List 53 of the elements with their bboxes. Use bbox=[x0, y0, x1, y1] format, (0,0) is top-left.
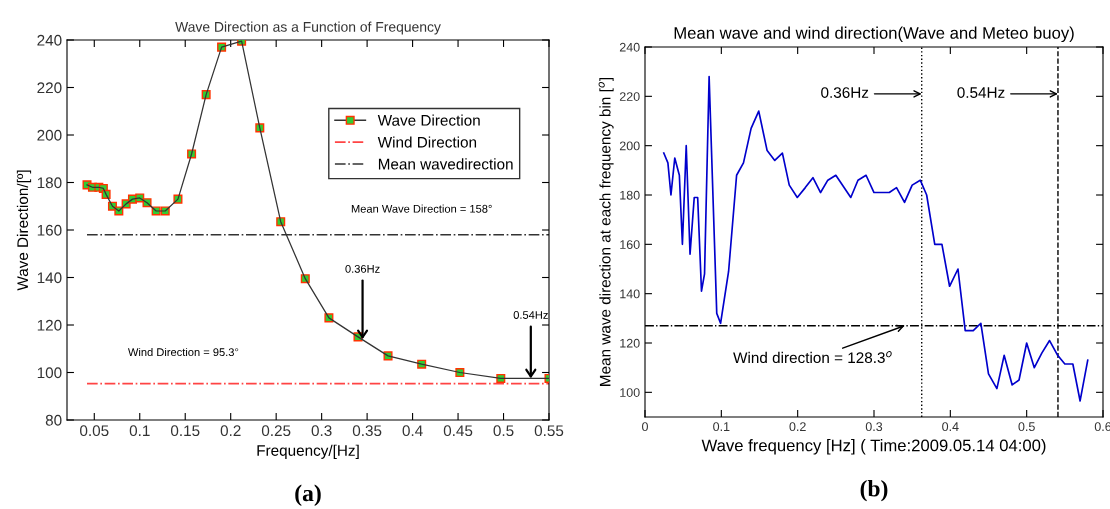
y-axis-title: Mean wave direction at each frequency bin [$^{o}$] bbox=[598, 77, 614, 386]
x-tick-label: 0.2 bbox=[220, 425, 241, 437]
text: (a) bbox=[295, 484, 321, 507]
y-tick-label: 200 bbox=[619, 141, 640, 151]
y-tick-label: 180 bbox=[37, 177, 62, 189]
y-tick-label: 220 bbox=[619, 92, 640, 101]
y-tick-label: 100 bbox=[620, 388, 640, 397]
line-series bbox=[662, 75, 1089, 402]
y-tick-label: 140 bbox=[620, 289, 640, 299]
y-tick-label: 160 bbox=[620, 240, 640, 249]
y-tick-label: 240 bbox=[37, 34, 62, 46]
y-tick-label: 220 bbox=[37, 82, 62, 94]
x-tick-label: 0.55 bbox=[534, 425, 564, 437]
x-tick-label: 0.25 bbox=[261, 425, 291, 437]
annotation: 0.36Hz bbox=[821, 87, 869, 98]
annotation: 0.36Hz bbox=[345, 264, 380, 273]
y-tick-label: 80 bbox=[45, 414, 62, 426]
y-tick-label: 160 bbox=[37, 224, 62, 236]
x-tick-label: 0.15 bbox=[170, 425, 200, 437]
legend-label: Wind Direction bbox=[377, 136, 477, 148]
annotation: Wind direction = 128.3$^{o}$ bbox=[733, 351, 892, 364]
x-tick-label: 0.4 bbox=[402, 425, 423, 437]
chart-title: Mean wave and wind direction(Wave and Meteo buoy) bbox=[674, 26, 1074, 43]
x-tick-label: 0.1 bbox=[713, 422, 730, 432]
y-tick-label: 180 bbox=[620, 190, 640, 200]
y-axis-title: Wave Direction/[º] bbox=[16, 170, 32, 291]
annotation: 0.54Hz bbox=[957, 87, 1005, 98]
x-axis-title: Wave frequency [Hz] ( Time:2009.05.14 04:00) bbox=[701, 439, 1046, 455]
annotation: 0.54Hz bbox=[513, 311, 548, 319]
chart-title: Wave Direction as a Function of Frequency bbox=[175, 21, 441, 35]
annotation: Mean Wave Direction = 158° bbox=[351, 204, 492, 213]
text: (b) bbox=[860, 479, 888, 502]
y-tick-label: 120 bbox=[620, 338, 640, 348]
x-tick-label: 0 bbox=[642, 422, 648, 432]
x-tick-label: 0.5 bbox=[1018, 422, 1035, 432]
x-tick-label: 0.3 bbox=[311, 425, 332, 437]
x-tick-label: 0.4 bbox=[942, 422, 959, 432]
x-tick-label: 0.5 bbox=[493, 425, 514, 437]
x-tick-label: 0.1 bbox=[129, 425, 150, 437]
x-axis-title: Frequency/[Hz] bbox=[257, 444, 359, 459]
y-tick-label: 120 bbox=[37, 319, 62, 331]
y-tick-label: 240 bbox=[619, 42, 640, 52]
x-tick-label: 0.35 bbox=[352, 425, 382, 437]
x-tick-label: 0.05 bbox=[80, 425, 109, 437]
annotation: Wind Direction = 95.3° bbox=[127, 347, 239, 357]
x-tick-label: 0.2 bbox=[789, 422, 806, 432]
x-tick-label: 0.45 bbox=[443, 425, 473, 437]
x-tick-label: 0.3 bbox=[865, 422, 883, 432]
y-tick-label: 140 bbox=[37, 272, 62, 284]
legend-label: Wave Direction bbox=[377, 114, 480, 126]
y-tick-label: 200 bbox=[37, 129, 62, 141]
y-tick-label: 100 bbox=[37, 367, 62, 379]
legend-label: Mean wavedirection bbox=[378, 158, 513, 170]
